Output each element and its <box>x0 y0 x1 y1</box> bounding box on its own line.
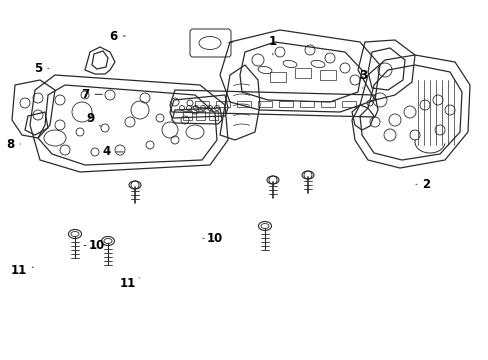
Text: 11: 11 <box>120 277 139 290</box>
Text: 8: 8 <box>7 138 20 150</box>
Text: 11: 11 <box>10 264 33 277</box>
Text: 10: 10 <box>84 239 105 252</box>
Text: 5: 5 <box>34 62 48 75</box>
Text: 4: 4 <box>102 145 123 158</box>
Text: 7: 7 <box>81 88 102 101</box>
Text: 3: 3 <box>358 69 366 88</box>
Text: 6: 6 <box>109 30 125 42</box>
Text: 10: 10 <box>203 232 223 245</box>
Text: 1: 1 <box>268 35 276 55</box>
Text: 2: 2 <box>415 178 429 191</box>
Text: 9: 9 <box>86 112 101 126</box>
